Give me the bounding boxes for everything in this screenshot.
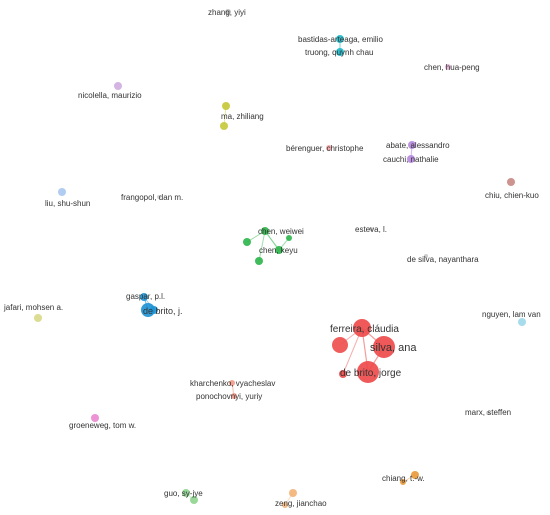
node-chenkeyu[interactable]	[275, 246, 283, 254]
node-label-guo[interactable]: guo, sy-jye	[164, 489, 203, 498]
node-satellite-0[interactable]	[220, 122, 228, 130]
node-label-zeng[interactable]: zeng, jianchao	[275, 499, 327, 508]
node-groeneweg[interactable]	[91, 414, 99, 422]
node-satellite-1[interactable]	[243, 238, 251, 246]
node-debritoj[interactable]	[141, 303, 155, 317]
node-label-chenhua[interactable]: chen, hua-peng	[424, 63, 480, 72]
node-cauchi[interactable]	[407, 155, 415, 163]
node-zhang[interactable]	[225, 9, 231, 15]
node-nicolella[interactable]	[114, 82, 122, 90]
node-label-debritoj[interactable]: de brito, j.	[143, 306, 183, 316]
node-ponochovnyi[interactable]	[231, 393, 237, 399]
node-berenguer[interactable]	[326, 145, 332, 151]
node-silva[interactable]	[373, 336, 395, 358]
node-gaspar[interactable]	[140, 293, 148, 301]
link-satellite-2	[258, 230, 266, 262]
node-label-chiang[interactable]: chiang, t.-w.	[382, 474, 425, 483]
labels-layer: zhang, yiyi bastidas-arteaga, emilio truon…	[3, 8, 541, 508]
node-satellite-6[interactable]	[339, 370, 347, 378]
node-satellite-7[interactable]	[190, 496, 198, 504]
node-satellite-9[interactable]	[282, 502, 288, 508]
node-label-esteva[interactable]: esteva, l.	[355, 225, 387, 234]
node-zeng[interactable]	[289, 489, 297, 497]
node-label-zhang[interactable]: zhang, yiyi	[208, 8, 246, 17]
node-chenweiwei[interactable]	[261, 227, 269, 235]
node-kharchenko[interactable]	[229, 380, 235, 386]
node-desilvan[interactable]	[424, 254, 428, 258]
nodes-layer	[34, 9, 526, 508]
node-label-ponochovnyi[interactable]: ponochovnyi, yuriy	[196, 392, 262, 401]
node-esteva[interactable]	[369, 227, 373, 231]
node-marx[interactable]	[486, 411, 490, 415]
node-ferreira[interactable]	[353, 319, 371, 337]
node-label-kharchenko[interactable]: kharchenko, vyacheslav	[190, 379, 275, 388]
node-label-ma[interactable]: ma, zhiliang	[221, 112, 264, 121]
node-label-marx[interactable]: marx, steffen	[465, 408, 511, 417]
node-label-debritojorge[interactable]: de brito, jorge	[340, 368, 402, 379]
node-bastidas[interactable]	[336, 35, 344, 43]
node-label-bastidas[interactable]: bastidas-arteaga, emilio	[298, 35, 383, 44]
node-label-chenweiwei[interactable]: chen, weiwei	[258, 227, 304, 236]
node-jafari[interactable]	[34, 314, 42, 322]
node-truong[interactable]	[336, 48, 344, 56]
node-frangopol[interactable]	[157, 195, 161, 199]
node-ma[interactable]	[222, 102, 230, 110]
node-label-nguyen[interactable]: nguyen, lam van	[482, 310, 541, 319]
node-label-gaspar[interactable]: gaspar, p.l.	[126, 292, 165, 301]
node-label-truong[interactable]: truong, quynh chau	[305, 48, 374, 57]
node-label-berenguer[interactable]: bérenguer, christophe	[286, 144, 364, 153]
node-chiang[interactable]	[411, 471, 419, 479]
node-satellite-8[interactable]	[400, 479, 406, 485]
node-satellite-3[interactable]	[286, 235, 292, 241]
node-satellite-2[interactable]	[255, 257, 263, 265]
node-chiu[interactable]	[507, 178, 515, 186]
node-label-cauchi[interactable]: cauchi, nathalie	[383, 155, 439, 164]
node-liu[interactable]	[58, 188, 66, 196]
node-label-nicolella[interactable]: nicolella, maurizio	[78, 91, 142, 100]
node-label-ferreira[interactable]: ferreira, cláudia	[330, 324, 399, 335]
node-chenhua[interactable]	[445, 64, 451, 70]
node-satellite-5[interactable]	[332, 337, 348, 353]
node-label-liu[interactable]: liu, shu-shun	[45, 199, 90, 208]
node-label-jafari[interactable]: jafari, mohsen a.	[3, 303, 63, 312]
node-label-chenkeyu[interactable]: chen, keyu	[259, 246, 298, 255]
node-label-groeneweg[interactable]: groeneweg, tom w.	[69, 421, 136, 430]
node-label-desilvan[interactable]: de silva, nayanthara	[407, 255, 479, 264]
node-label-abate[interactable]: abate, alessandro	[386, 141, 450, 150]
node-label-silva[interactable]: silva, ana	[370, 342, 417, 354]
node-abate[interactable]	[408, 141, 416, 149]
node-guo[interactable]	[182, 489, 190, 497]
links-layer	[143, 39, 416, 506]
node-debritojorge[interactable]	[357, 361, 379, 383]
node-label-frangopol[interactable]: frangopol, dan m.	[121, 193, 183, 202]
node-nguyen[interactable]	[518, 318, 526, 326]
node-label-chiu[interactable]: chiu, chien-kuo	[485, 191, 539, 200]
